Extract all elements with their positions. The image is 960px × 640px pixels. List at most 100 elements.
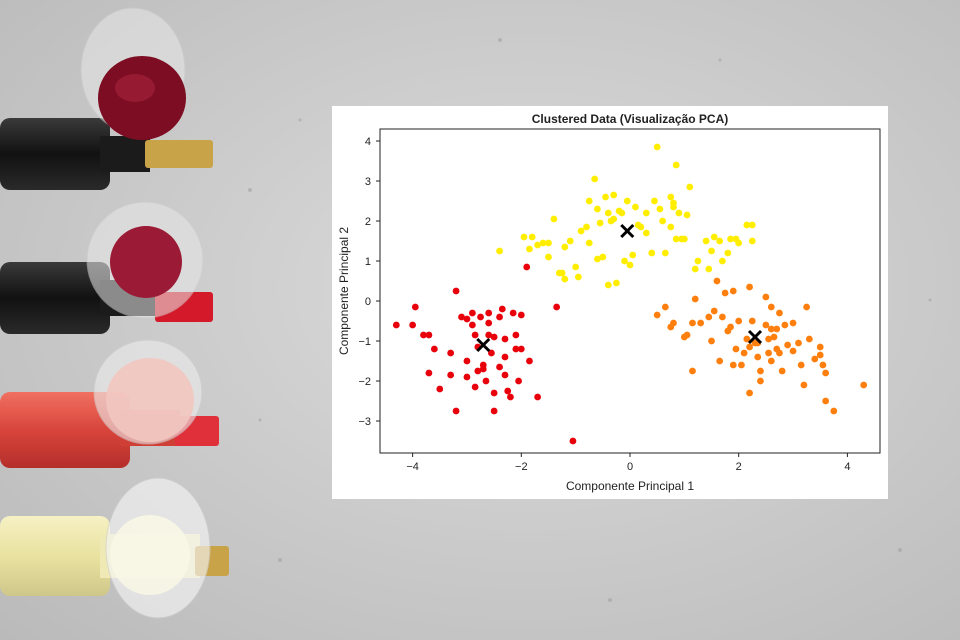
yellow-cluster-point <box>659 217 667 225</box>
y-tick-label: 1 <box>365 256 371 268</box>
orange-cluster-point <box>778 367 786 375</box>
orange-cluster-point <box>773 325 781 333</box>
yellow-cluster-point <box>691 265 699 273</box>
red-cluster-point <box>430 345 438 353</box>
red-cluster-point <box>490 389 498 397</box>
orange-cluster-point <box>767 303 775 311</box>
yellow-cluster-point <box>642 209 650 217</box>
orange-cluster-point <box>653 311 661 319</box>
yellow-cluster-point <box>675 209 683 217</box>
red-cluster-point <box>496 363 503 371</box>
orange-cluster-point <box>781 321 789 329</box>
orange-cluster-point <box>770 333 778 341</box>
red-cluster-point <box>485 319 493 327</box>
yellow-cluster-point <box>694 257 702 265</box>
yellow-cluster-point <box>642 229 650 237</box>
yellow-cluster-point <box>656 205 664 213</box>
yellow-cluster-point <box>534 241 542 249</box>
red-cluster-point <box>458 313 465 321</box>
orange-cluster-point <box>762 321 770 329</box>
yellow-cluster-point <box>528 233 536 241</box>
scatter-points <box>392 143 868 445</box>
yellow-cluster-point <box>604 281 612 289</box>
red-cluster-point <box>477 313 484 321</box>
y-tick-label: 2 <box>365 216 371 228</box>
x-tick-label: −2 <box>515 461 528 473</box>
yellow-cluster-point <box>593 205 601 213</box>
red-cluster-point <box>517 311 525 319</box>
yellow-cluster-point <box>550 215 558 223</box>
orange-cluster-point <box>735 317 743 325</box>
red-cluster-point <box>526 357 533 365</box>
red-cluster-point <box>523 263 531 271</box>
orange-cluster-point <box>716 357 724 365</box>
orange-cluster-point <box>860 381 868 389</box>
orange-cluster-point <box>705 313 713 321</box>
yellow-cluster-point <box>718 257 726 265</box>
yellow-cluster-point <box>710 233 718 241</box>
x-tick-label: 4 <box>844 461 850 473</box>
red-cluster-point <box>501 371 509 379</box>
centroid-marker <box>747 329 763 345</box>
y-tick-label: −1 <box>358 336 371 348</box>
yellow-cluster-point <box>670 199 677 207</box>
orange-cluster-point <box>661 303 669 311</box>
yellow-cluster-point <box>545 239 552 247</box>
chart-card: Clustered Data (Visualização PCA) −3 −2 −1… <box>332 106 888 499</box>
orange-cluster-point <box>830 407 838 415</box>
red-wine-bottle <box>0 118 213 190</box>
y-tick-label: −3 <box>358 416 371 428</box>
yellow-cluster-point <box>610 191 618 199</box>
red-cluster-point <box>392 321 400 329</box>
orange-cluster-point <box>765 349 772 357</box>
red-cluster-point <box>501 353 509 361</box>
yellow-cluster-point <box>621 257 628 265</box>
rose-wine-glass <box>93 339 203 445</box>
centroid-marker <box>620 223 635 239</box>
orange-cluster-point <box>748 317 756 325</box>
red-cluster-point <box>411 303 419 311</box>
y-tick-label: 0 <box>365 296 371 308</box>
orange-cluster-point <box>803 303 811 311</box>
orange-cluster-point <box>743 335 751 343</box>
orange-cluster-point <box>746 343 753 351</box>
yellow-cluster-point <box>572 263 580 271</box>
yellow-cluster-point <box>585 197 593 205</box>
red-cluster-point <box>482 377 490 385</box>
x-tick-label: 0 <box>627 461 633 473</box>
yellow-cluster-point <box>626 261 634 269</box>
y-axis-label: Componente Principal 2 <box>337 227 351 355</box>
orange-cluster-point <box>691 295 699 303</box>
orange-cluster-point <box>727 323 734 331</box>
x-tick-label: −4 <box>406 461 419 473</box>
x-axis-label: Componente Principal 1 <box>566 479 694 493</box>
orange-cluster-point <box>776 309 783 317</box>
red-cluster-point <box>471 383 479 391</box>
cluster-centroids <box>476 223 763 353</box>
red-cluster-point <box>471 331 479 339</box>
orange-cluster-point <box>767 357 775 365</box>
orange-cluster-point <box>822 369 830 377</box>
orange-cluster-point <box>816 351 824 359</box>
red-cluster-point <box>447 349 455 357</box>
orange-cluster-point <box>805 335 813 343</box>
yellow-cluster-point <box>672 235 680 243</box>
red-cluster-point <box>498 305 506 313</box>
yellow-cluster-point <box>724 249 732 257</box>
orange-cluster-point <box>740 349 748 357</box>
red-cluster-point <box>468 321 476 329</box>
yellow-cluster-point <box>561 275 569 283</box>
orange-cluster-point <box>797 361 805 369</box>
orange-cluster-point <box>800 381 808 389</box>
red-cluster-point <box>485 331 493 339</box>
orange-cluster-point <box>776 349 783 357</box>
red-cluster-point <box>485 309 493 317</box>
orange-cluster-point <box>718 313 726 321</box>
orange-cluster-point <box>729 361 737 369</box>
red-cluster-point <box>436 385 444 393</box>
yellow-cluster-point <box>708 247 715 255</box>
red-cluster-point <box>534 393 542 401</box>
orange-cluster-point <box>757 367 764 375</box>
yellow-cluster-point <box>526 245 533 253</box>
orange-cluster-point <box>822 397 830 405</box>
